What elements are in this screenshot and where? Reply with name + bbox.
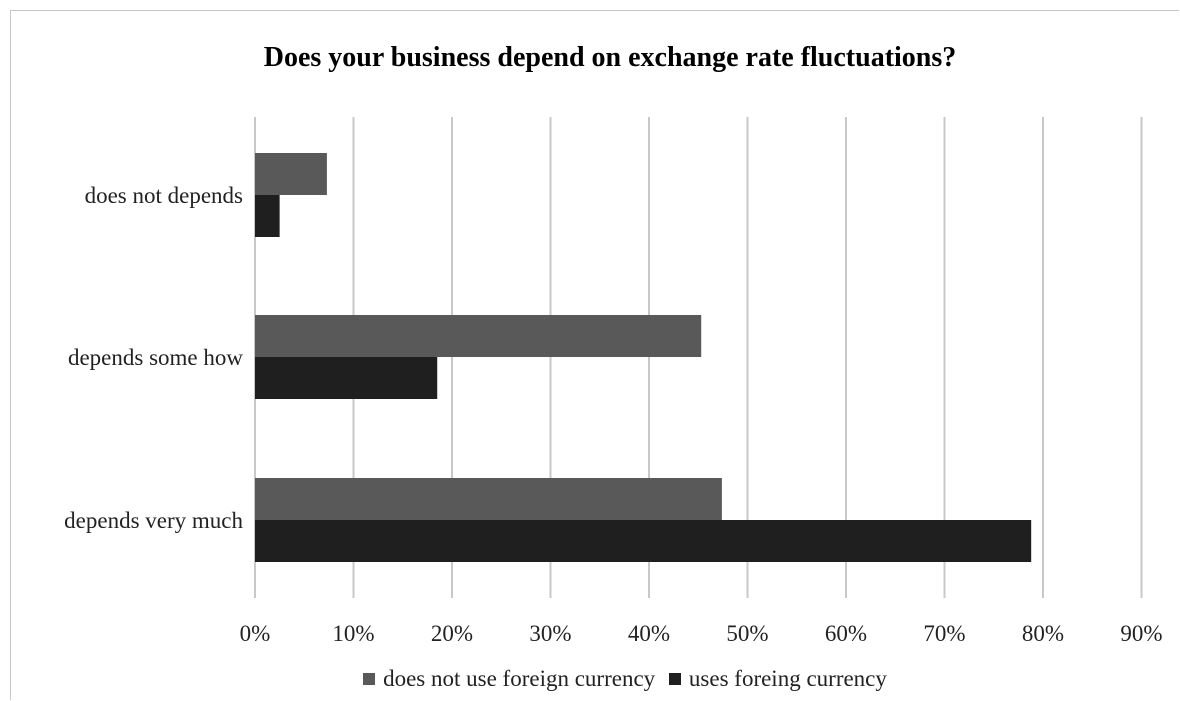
x-tick-label: 40% xyxy=(628,621,670,646)
legend-label-1: uses foreing currency xyxy=(688,666,887,691)
bar xyxy=(255,357,438,399)
x-tick-label: 70% xyxy=(923,621,965,646)
chart-title: Does your business depend on exchange ra… xyxy=(263,42,957,73)
x-tick-label: 20% xyxy=(431,621,473,646)
bar xyxy=(255,520,1032,562)
bar xyxy=(255,315,702,357)
bar xyxy=(255,153,327,195)
x-tick-label: 80% xyxy=(1022,621,1064,646)
x-tick-label: 60% xyxy=(825,621,867,646)
legend-swatch-0 xyxy=(363,673,376,685)
x-tick-label: 10% xyxy=(332,621,374,646)
x-tick-label: 90% xyxy=(1120,621,1162,646)
legend-label-0: does not use foreign currency xyxy=(383,666,656,691)
legend: does not use foreign currency uses forei… xyxy=(0,666,1180,692)
category-labels: does not depends depends some how depends … xyxy=(64,183,243,533)
x-tick-label: 0% xyxy=(240,621,271,646)
bar xyxy=(255,195,280,237)
bars xyxy=(255,153,1032,562)
category-label: depends some how xyxy=(68,345,243,370)
legend-item-0: does not use foreign currency xyxy=(363,666,655,692)
bar xyxy=(255,478,722,520)
x-tick-label: 50% xyxy=(726,621,768,646)
legend-item-1: uses foreing currency xyxy=(668,666,887,692)
category-label: does not depends xyxy=(85,183,243,208)
x-tick-label: 30% xyxy=(529,621,571,646)
chart-frame xyxy=(10,10,1179,700)
tick-labels: 0% 10% 20% 30% 40% 50% 60% 70% 80% 90% xyxy=(240,621,1163,646)
category-label: depends very much xyxy=(64,508,243,533)
legend-swatch-1 xyxy=(668,673,681,685)
